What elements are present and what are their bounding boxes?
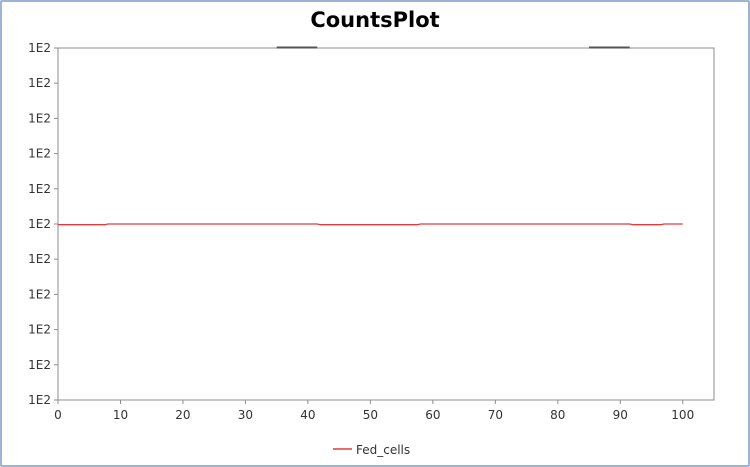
y-tick-label: 1E2 [28, 393, 51, 407]
x-tick-label: 0 [54, 408, 62, 422]
x-tick-label: 50 [363, 408, 378, 422]
x-tick-label: 20 [175, 408, 190, 422]
y-tick-label: 1E2 [28, 323, 51, 337]
legend: Fed_cells [333, 443, 410, 457]
y-tick-label: 1E2 [28, 358, 51, 372]
x-tick-label: 80 [550, 408, 565, 422]
x-tick-label: 70 [488, 408, 503, 422]
x-tick-label: 30 [238, 408, 253, 422]
x-axis: 0 10 20 30 40 50 60 70 80 90 100 [54, 400, 694, 422]
x-tick-label: 60 [425, 408, 440, 422]
x-tick-label: 100 [671, 408, 694, 422]
y-tick-label: 1E2 [28, 182, 51, 196]
y-axis: 1E2 1E2 1E2 1E2 1E2 1E2 1E2 1E2 1E2 1E2 1E2 [28, 41, 58, 407]
chart-title: CountsPlot [310, 8, 440, 32]
y-tick-label: 1E2 [28, 287, 51, 301]
series-group [58, 223, 683, 226]
y-tick-label: 1E2 [28, 252, 51, 266]
legend-label-fed-cells: Fed_cells [356, 443, 410, 457]
y-tick-label: 1E2 [28, 76, 51, 90]
y-tick-label: 1E2 [28, 41, 51, 55]
x-tick-label: 10 [113, 408, 128, 422]
y-tick-label: 1E2 [28, 217, 51, 231]
x-tick-label: 40 [300, 408, 315, 422]
y-tick-label: 1E2 [28, 111, 51, 125]
series-line-fed-cells [58, 223, 683, 226]
x-tick-label: 90 [613, 408, 628, 422]
y-tick-label: 1E2 [28, 147, 51, 161]
